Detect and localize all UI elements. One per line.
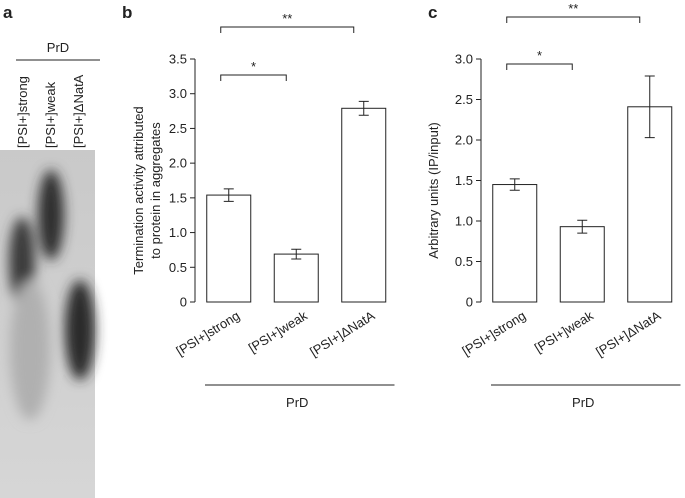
x-tick-label: [PSI+]weak <box>246 308 310 356</box>
significance-bracket <box>506 63 573 70</box>
significance-label: * <box>251 59 256 74</box>
x-tick-label: [PSI+]ΔNatA <box>307 308 377 360</box>
significance-bracket <box>220 74 287 81</box>
y-tick-label: 0.5 <box>455 254 473 269</box>
bar <box>559 226 605 303</box>
y-tick-label: 0 <box>466 295 473 310</box>
bar <box>627 106 673 303</box>
x-tick-label: [PSI+]weak <box>532 308 596 356</box>
lane-label: [PSI+]ΔNatA <box>71 74 86 148</box>
bar <box>341 107 387 303</box>
y-tick-label: 0 <box>180 295 187 310</box>
significance-label: * <box>537 48 542 63</box>
y-tick-label: 0.5 <box>169 260 187 275</box>
y-tick-label: 3.5 <box>169 52 187 67</box>
bar <box>206 194 252 303</box>
bar <box>273 253 319 303</box>
y-axis-label: to protein in aggregates <box>148 122 163 259</box>
significance-label: ** <box>568 1 578 16</box>
x-tick-label: [PSI+]strong <box>459 308 528 359</box>
y-tick-label: 2.0 <box>169 156 187 171</box>
group-label: PrD <box>47 40 69 55</box>
gel-bands <box>9 170 95 420</box>
y-tick-label: 1.0 <box>169 225 187 240</box>
x-tick-label: [PSI+]ΔNatA <box>593 308 663 360</box>
y-tick-label: 3.0 <box>455 52 473 67</box>
y-tick-label: 3.0 <box>169 86 187 101</box>
significance-bracket <box>506 16 641 23</box>
panel-a: a PrD <box>0 3 100 498</box>
error-bar <box>644 75 655 139</box>
group-label: PrD <box>286 395 308 410</box>
y-tick-label: 2.5 <box>169 121 187 136</box>
error-bar <box>509 178 520 191</box>
significance-label: ** <box>282 11 292 26</box>
y-tick-label: 1.5 <box>455 173 473 188</box>
panel-letter: b <box>122 3 132 22</box>
panel-letter: c <box>428 3 437 22</box>
error-bar <box>358 100 369 116</box>
y-tick-label: 1.0 <box>455 214 473 229</box>
x-tick-label: [PSI+]strong <box>173 308 242 359</box>
y-tick-label: 2.5 <box>455 92 473 107</box>
bar <box>492 184 538 303</box>
y-tick-label: 1.5 <box>169 190 187 205</box>
y-axis-label: Arbitrary units (IP/input) <box>426 122 441 259</box>
y-axis-label: Termination activity attributed <box>131 106 146 274</box>
y-tick-label: 2.0 <box>455 133 473 148</box>
group-label: PrD <box>572 395 594 410</box>
error-bar <box>291 248 302 260</box>
significance-bracket <box>220 26 355 33</box>
lane-label: [PSI+]strong <box>15 76 30 148</box>
error-bar <box>577 219 588 234</box>
panel-letter: a <box>3 3 13 22</box>
lane-label: [PSI+]weak <box>43 81 58 148</box>
error-bar <box>223 188 234 202</box>
